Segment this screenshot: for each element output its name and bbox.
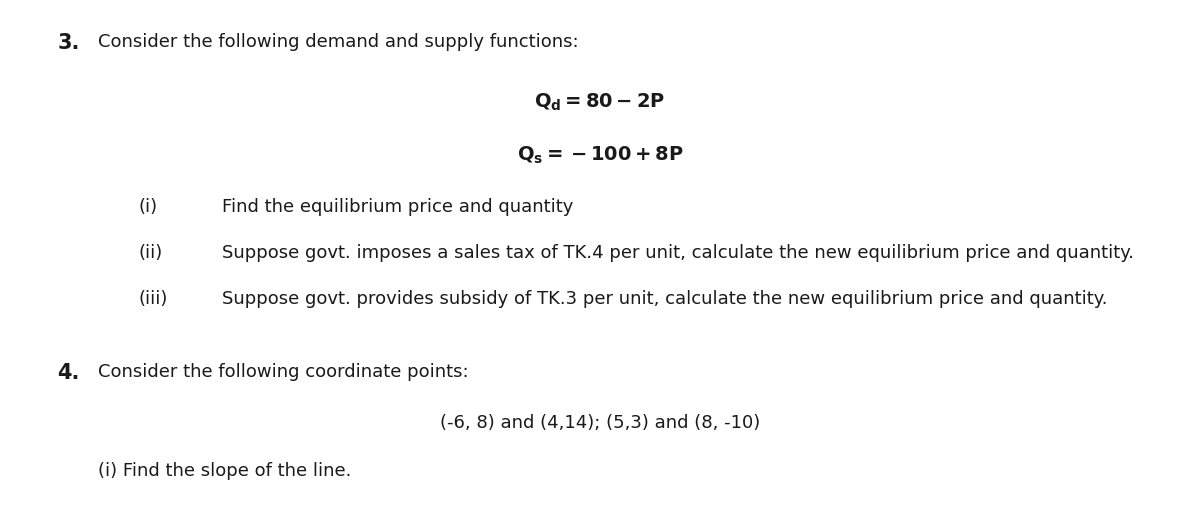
Text: Suppose govt. provides subsidy of TK.3 per unit, calculate the new equilibrium p: Suppose govt. provides subsidy of TK.3 p… [222, 290, 1108, 307]
Text: $\mathbf{Q_d = 80 - 2P}$: $\mathbf{Q_d = 80 - 2P}$ [534, 91, 666, 113]
Text: (ii): (ii) [138, 244, 162, 262]
Text: Consider the following coordinate points:: Consider the following coordinate points… [98, 363, 469, 381]
Text: (iii): (iii) [138, 290, 167, 307]
Text: Find the equilibrium price and quantity: Find the equilibrium price and quantity [222, 198, 574, 216]
Text: 4.: 4. [58, 363, 80, 383]
Text: Consider the following demand and supply functions:: Consider the following demand and supply… [98, 33, 580, 51]
Text: Suppose govt. imposes a sales tax of TK.4 per unit, calculate the new equilibriu: Suppose govt. imposes a sales tax of TK.… [222, 244, 1134, 262]
Text: (-6, 8) and (4,14); (5,3) and (8, -10): (-6, 8) and (4,14); (5,3) and (8, -10) [440, 414, 760, 432]
Text: (i) Find the slope of the line.: (i) Find the slope of the line. [98, 462, 352, 480]
Text: $\mathbf{Q_s = -100 + 8P}$: $\mathbf{Q_s = -100 + 8P}$ [516, 145, 684, 166]
Text: 3.: 3. [58, 33, 80, 53]
Text: (i): (i) [138, 198, 157, 216]
